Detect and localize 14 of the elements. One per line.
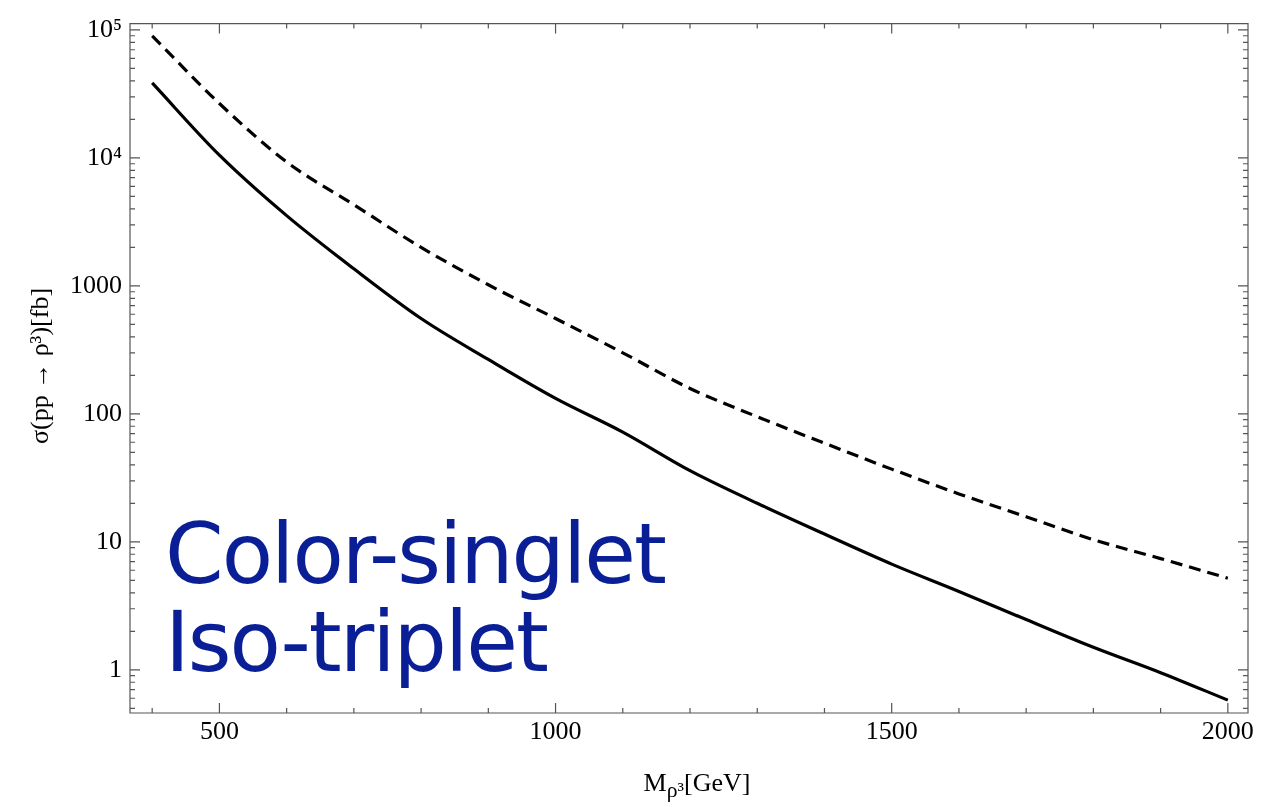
x-axis-title: M$_{ρ³}$[GeV]: [642, 768, 752, 804]
x-tick-label: 500: [199, 716, 239, 746]
x-tick-label: 1000: [529, 716, 582, 746]
y-tick-label: 10⁴: [86, 141, 122, 171]
y-tick-label: 1: [109, 653, 122, 683]
y-axis-title: σ(pp → ρ³)[fb]: [25, 287, 55, 445]
y-tick-label: 1000: [70, 269, 122, 299]
y-tick-label: 100: [83, 397, 122, 427]
annotation: Color-singlet Iso-triplet: [165, 505, 665, 691]
x-tick-label: 2000: [1201, 716, 1254, 746]
y-tick-label: 10: [96, 525, 122, 555]
y-tick-label: 10⁵: [86, 13, 122, 43]
line-series: [150, 81, 1230, 702]
x-tick-label: 1500: [865, 716, 918, 746]
